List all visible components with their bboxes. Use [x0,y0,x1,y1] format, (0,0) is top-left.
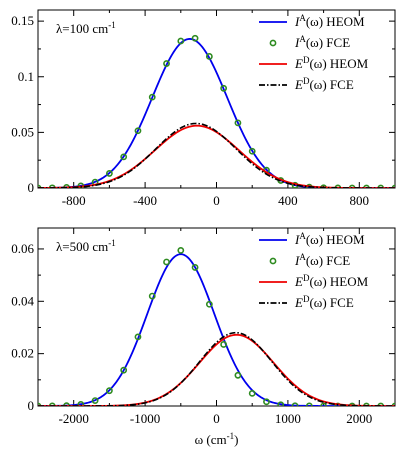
y-tick-label: 0.15 [11,13,34,28]
series-ia-fce [38,247,395,406]
series-ed-fce-line [38,331,395,406]
data-point [248,389,256,397]
legend-label: ED(ω) HEOM [294,55,369,71]
data-point [320,402,327,406]
y-tick-label: 0 [28,398,35,413]
curves [38,247,395,406]
data-point [305,402,313,406]
x-tick-label: -2000 [59,411,89,426]
data-point [148,93,156,101]
series-ed-fce-line [38,122,395,188]
data-point [234,119,242,127]
data-point [220,84,228,92]
data-point [120,366,128,374]
panel-annotation: λ=100 cm-1 [56,20,116,36]
series-ed-heom-line [38,333,395,406]
x-tick-label: -1000 [130,411,160,426]
curves [38,34,395,188]
data-point [120,153,128,161]
legend-label: IA(ω) FCE [294,252,350,268]
legend-label: ED(ω) FCE [294,76,354,92]
data-point [191,264,199,271]
data-point [263,398,270,406]
legend-label: IA(ω) HEOM [294,13,365,29]
data-point [134,333,142,341]
data-point [220,341,228,348]
series-ed-heom-line [38,124,395,188]
y-tick-label: 0 [28,180,35,195]
x-tick-label: 2000 [346,411,372,426]
legend-label: ED(ω) FCE [294,294,354,310]
legend-marker [269,257,277,265]
y-tick-label: 0.05 [11,124,34,139]
data-point [205,53,213,60]
data-point [177,37,185,45]
x-axis-title: ω (cm-1) [195,431,239,447]
data-point [134,127,142,135]
data-point [106,170,113,177]
legend-label: IA(ω) FCE [294,34,350,50]
panel-annotation: λ=500 cm-1 [56,238,116,254]
x-tick-label: 800 [350,193,370,208]
data-point [177,247,185,254]
x-tick-label: 0 [213,193,220,208]
data-point [248,147,256,155]
panel-top: -800 -400 0 400 800 0 0.05 0.1 0.15 λ=100 cm-1 IA(… [11,9,396,208]
data-point [91,397,99,405]
legend-label: IA(ω) HEOM [294,231,365,247]
x-tick-label: 1000 [275,411,301,426]
data-point [291,402,299,406]
y-tick-label: 0.02 [11,346,34,361]
data-point [148,292,156,300]
data-point [163,60,170,67]
data-point [106,387,113,395]
data-point [234,371,242,379]
legend-label: ED(ω) HEOM [294,273,369,289]
data-point [163,258,170,266]
data-point [191,34,199,42]
x-tick-label: -400 [133,193,157,208]
panel-bottom: -2000 -1000 0 1000 2000 0 0.02 0.04 0.06 λ=500 cm… [11,227,396,447]
data-point [205,300,213,308]
x-tick-label: 400 [278,193,298,208]
x-tick-label: 0 [213,411,220,426]
x-tick-label: -800 [62,193,86,208]
data-point [277,401,285,406]
y-tick-label: 0.04 [11,293,34,308]
y-tick-label: 0.1 [18,69,34,84]
data-point [77,401,85,406]
y-tick-label: 0.06 [11,241,34,256]
legend-marker [269,39,277,47]
